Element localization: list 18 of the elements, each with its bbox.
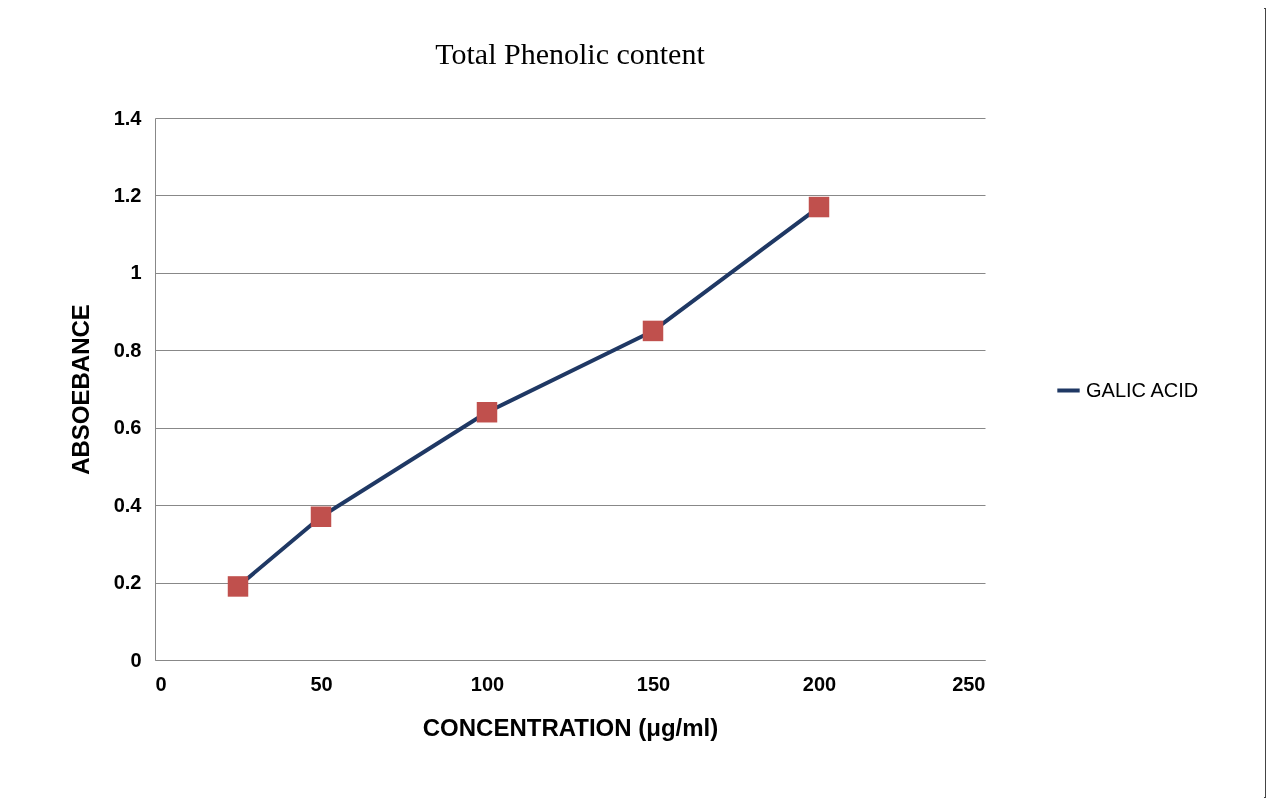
y-tick-label: 0 [130, 648, 142, 671]
x-tick-label: 0 [155, 672, 167, 695]
x-tick-label: 100 [470, 672, 505, 695]
y-tick-label: 0.2 [113, 571, 142, 594]
y-tick-label: 0.6 [113, 416, 142, 439]
x-tick-label: 50 [310, 672, 333, 695]
chart-title: Total Phenolic content [435, 37, 706, 70]
y-tick-label: 1 [130, 261, 142, 284]
y-tick-label: 0.8 [113, 338, 142, 361]
x-tick-label: 250 [952, 672, 986, 695]
y-tick-label: 0.4 [113, 493, 143, 516]
x-tick-label: 150 [636, 672, 671, 695]
y-tick-label: 1.4 [113, 106, 143, 129]
y-axis-title: ABSOEBANCE [66, 304, 94, 475]
y-tick-label: 1.2 [113, 183, 142, 206]
x-axis-title: CONCENTRATION (μg/ml) [422, 713, 719, 741]
legend-label: GALIC ACID [1086, 378, 1199, 401]
x-tick-label: 200 [802, 672, 837, 695]
